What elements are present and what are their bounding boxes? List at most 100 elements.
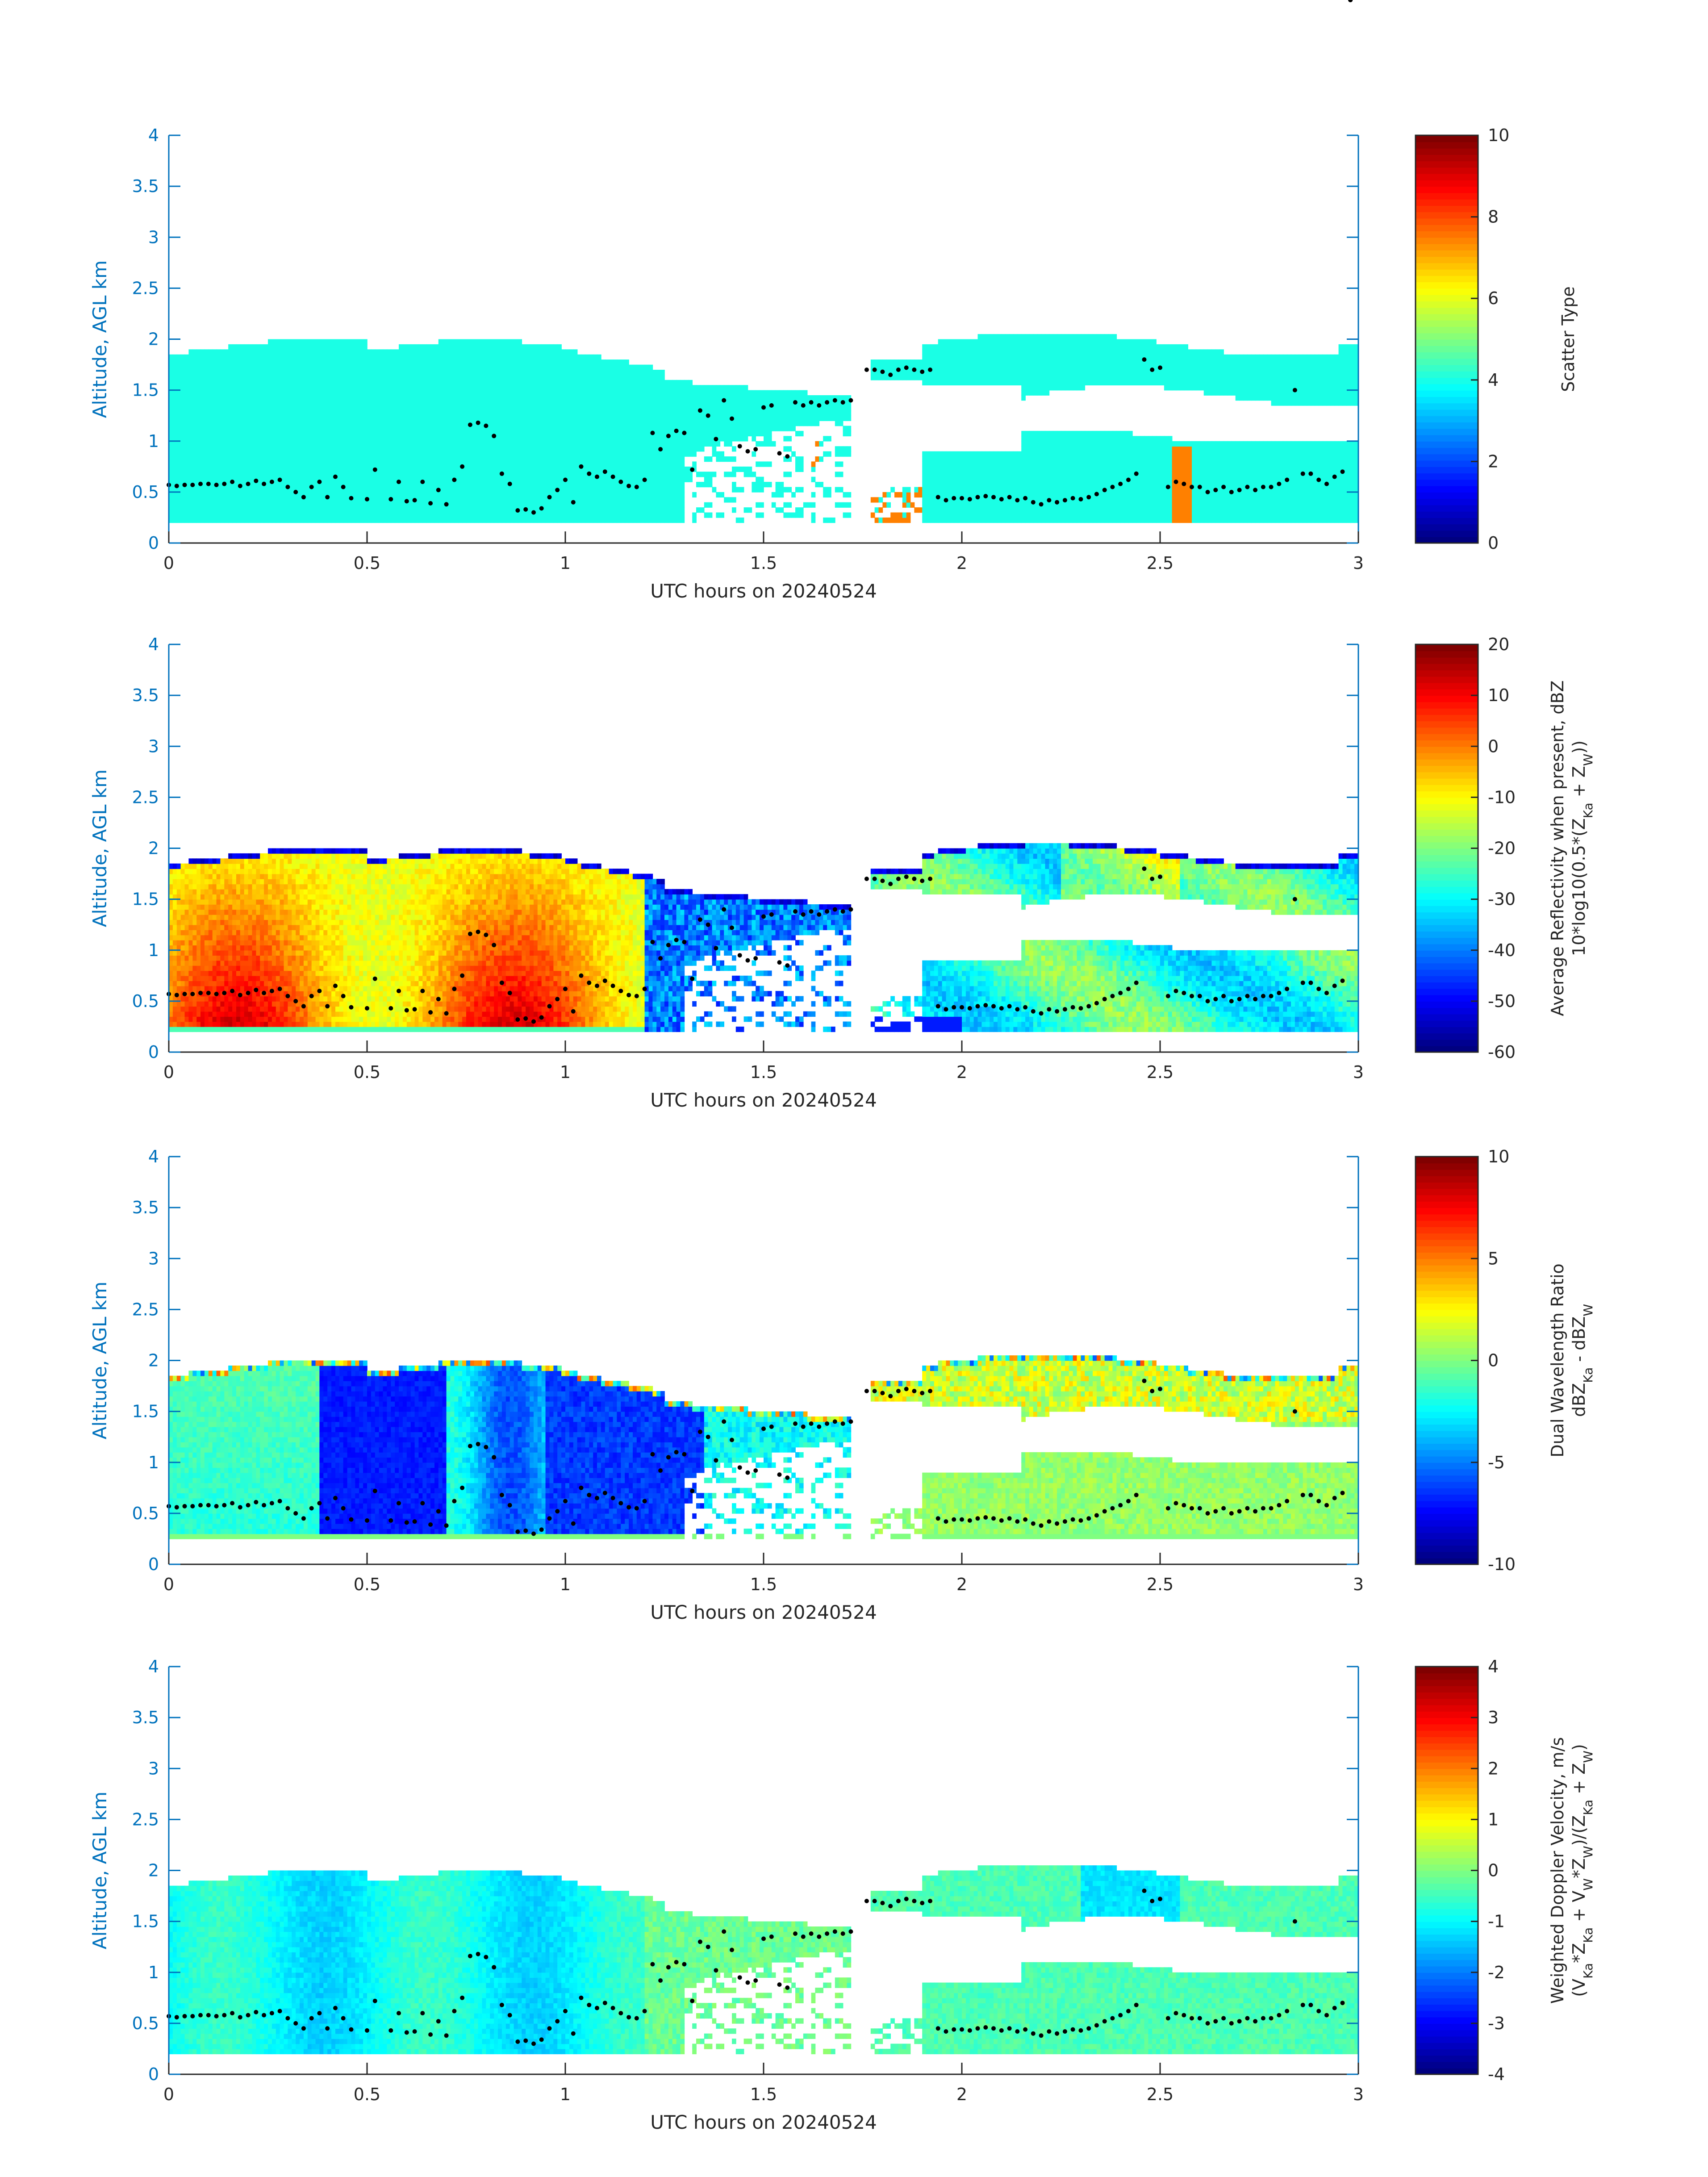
- colorbar-tick-label: 20: [1488, 635, 1509, 654]
- overlay-dot: [952, 2027, 956, 2032]
- overlay-dot: [214, 2014, 219, 2018]
- y-tick-label: 3: [148, 227, 159, 247]
- x-axis-title: UTC hours on 20240524: [650, 1089, 877, 1111]
- overlay-dot: [1150, 1389, 1154, 1393]
- overlay-dot: [444, 1011, 449, 1015]
- overlay-dot: [706, 923, 710, 927]
- overlay-dot: [278, 987, 282, 991]
- overlay-dot: [539, 1527, 544, 1532]
- overlay-dot: [968, 1006, 972, 1011]
- overlay-dot: [936, 1004, 940, 1008]
- colorbar-tick-label: 0: [1488, 1861, 1499, 1880]
- overlay-dot: [515, 508, 520, 513]
- overlay-dot: [777, 1472, 782, 1477]
- overlay-dot: [904, 1387, 909, 1391]
- overlay-dot: [388, 1518, 393, 1523]
- overlay-dot: [1047, 1007, 1051, 1011]
- overlay-dot: [1229, 1511, 1234, 1516]
- overlay-dot: [1166, 994, 1170, 999]
- overlay-dot: [848, 907, 853, 912]
- overlay-dot: [595, 1496, 599, 1500]
- overlay-dot: [1047, 2029, 1051, 2034]
- overlay-dot: [333, 2006, 338, 2010]
- overlay-dot: [635, 485, 639, 489]
- overlay-dot: [753, 1468, 758, 1473]
- overlay-dot: [460, 464, 464, 469]
- overlay-dot: [531, 510, 536, 515]
- overlay-dot: [420, 989, 425, 993]
- overlay-dot: [1293, 897, 1297, 902]
- overlay-dot: [1142, 866, 1147, 871]
- x-tick-label: 3: [1353, 2085, 1364, 2104]
- overlay-dot: [991, 1516, 996, 1521]
- overlay-dot: [960, 496, 964, 501]
- overlay-dot: [666, 1965, 671, 1969]
- overlay-dot: [880, 1901, 885, 1905]
- overlay-dot: [484, 424, 488, 428]
- colorbar-tick-label: -20: [1488, 839, 1516, 858]
- x-tick-label: 2: [956, 1062, 967, 1082]
- colorbar-tick-label: 2: [1488, 451, 1499, 471]
- overlay-dot: [809, 909, 814, 914]
- overlay-dot: [730, 1948, 734, 1952]
- overlay-dot: [175, 2015, 179, 2019]
- overlay-dot: [206, 482, 211, 486]
- overlay-dot: [563, 2009, 568, 2014]
- overlay-dot: [880, 879, 885, 883]
- overlay-dot: [650, 940, 655, 944]
- overlay-dot: [785, 1475, 789, 1480]
- x-axis-title: UTC hours on 20240524: [650, 1601, 877, 1623]
- overlay-dot: [1190, 485, 1194, 489]
- overlay-dot: [420, 2011, 425, 2015]
- overlay-dot: [262, 2013, 266, 2018]
- overlay-dot: [468, 932, 472, 936]
- overlay-dot: [1316, 2009, 1321, 2014]
- overlay-dot: [254, 479, 258, 483]
- overlay-dot: [413, 2029, 417, 2034]
- overlay-dot: [1253, 488, 1257, 492]
- overlay-dot: [722, 907, 726, 912]
- overlay-dot: [1047, 498, 1051, 502]
- overlay-dot: [666, 943, 671, 947]
- overlay-dot: [325, 1004, 330, 1008]
- overlay-dot: [1158, 1387, 1162, 1391]
- overlay-dot: [682, 1962, 686, 1967]
- overlay-dot: [1269, 1506, 1274, 1511]
- y-tick-label: 0.5: [132, 482, 159, 502]
- overlay-dot: [500, 1493, 504, 1497]
- overlay-dot: [888, 1394, 893, 1398]
- overlay-dot: [317, 989, 322, 993]
- overlay-dot: [611, 475, 615, 479]
- overlay-dot: [635, 2016, 639, 2021]
- overlay-dot: [293, 2021, 298, 2026]
- overlay-dot: [1341, 469, 1345, 474]
- overlay-dot: [1182, 1503, 1186, 1508]
- overlay-dot: [476, 1952, 480, 1956]
- colorbar-title: Weighted Doppler Velocity, m/s: [1548, 1737, 1567, 2004]
- overlay-dot: [1071, 1517, 1075, 1522]
- heatmap-cells: [169, 1865, 1359, 2054]
- overlay-dot: [603, 978, 607, 983]
- x-tick-label: 0.5: [354, 2085, 380, 2104]
- overlay-dot: [896, 877, 901, 881]
- heatmap-cells: [169, 1355, 1359, 1539]
- overlay-dot: [1142, 1379, 1147, 1383]
- overlay-dot: [444, 502, 449, 506]
- overlay-dot: [436, 1509, 441, 1513]
- overlay-dot: [1094, 492, 1099, 496]
- colorbar-tick-label: -1: [1488, 1912, 1505, 1931]
- x-tick-label: 0: [163, 553, 174, 573]
- overlay-dot: [722, 1419, 726, 1424]
- overlay-dot: [246, 2013, 251, 2018]
- overlay-dot: [309, 1506, 314, 1511]
- overlay-dot: [944, 1007, 948, 1011]
- y-tick-label: 1.5: [132, 1402, 159, 1421]
- overlay-dot: [968, 1518, 972, 1523]
- overlay-dot: [1063, 2029, 1067, 2034]
- x-tick-label: 2.5: [1147, 1575, 1173, 1594]
- y-tick-label: 2: [148, 1861, 159, 1880]
- overlay-dot: [793, 1931, 798, 1936]
- overlay-dot: [1023, 1005, 1027, 1010]
- overlay-dots: [167, 0, 1353, 1536]
